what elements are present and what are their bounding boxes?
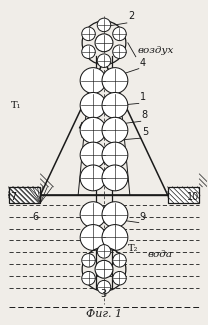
Circle shape xyxy=(113,45,126,58)
Text: 3: 3 xyxy=(100,289,106,299)
Text: 9: 9 xyxy=(140,212,146,222)
Circle shape xyxy=(113,27,126,41)
Circle shape xyxy=(102,202,128,227)
Circle shape xyxy=(102,117,128,143)
Text: T₁: T₁ xyxy=(11,101,21,111)
Text: вода: вода xyxy=(148,250,173,259)
Text: T₂: T₂ xyxy=(128,244,138,254)
Circle shape xyxy=(82,254,95,267)
Circle shape xyxy=(82,271,95,285)
Text: воздух: воздух xyxy=(138,46,174,55)
Circle shape xyxy=(95,34,113,52)
Text: 6: 6 xyxy=(32,212,39,222)
Circle shape xyxy=(95,260,113,278)
Circle shape xyxy=(82,27,95,41)
Text: 2: 2 xyxy=(128,11,134,21)
Bar xyxy=(9,187,40,203)
Circle shape xyxy=(102,93,128,118)
Text: 8: 8 xyxy=(142,110,148,120)
Text: 10: 10 xyxy=(187,192,200,202)
Circle shape xyxy=(80,165,106,191)
Circle shape xyxy=(102,165,128,191)
Circle shape xyxy=(82,45,95,58)
Circle shape xyxy=(80,68,106,94)
Circle shape xyxy=(80,225,106,250)
Text: 1: 1 xyxy=(140,92,146,102)
Text: Фиг. 1: Фиг. 1 xyxy=(86,309,122,319)
Circle shape xyxy=(97,54,111,68)
Circle shape xyxy=(97,18,111,32)
Circle shape xyxy=(102,68,128,94)
Circle shape xyxy=(102,142,128,168)
Circle shape xyxy=(113,271,126,285)
Circle shape xyxy=(80,202,106,227)
Circle shape xyxy=(80,117,106,143)
Bar xyxy=(168,187,199,203)
Circle shape xyxy=(97,280,111,294)
Circle shape xyxy=(102,225,128,250)
Circle shape xyxy=(97,245,111,258)
Circle shape xyxy=(80,142,106,168)
Text: 4: 4 xyxy=(140,58,146,68)
Text: 5: 5 xyxy=(142,127,148,137)
Circle shape xyxy=(113,254,126,267)
Text: 7: 7 xyxy=(11,192,17,202)
Circle shape xyxy=(80,93,106,118)
